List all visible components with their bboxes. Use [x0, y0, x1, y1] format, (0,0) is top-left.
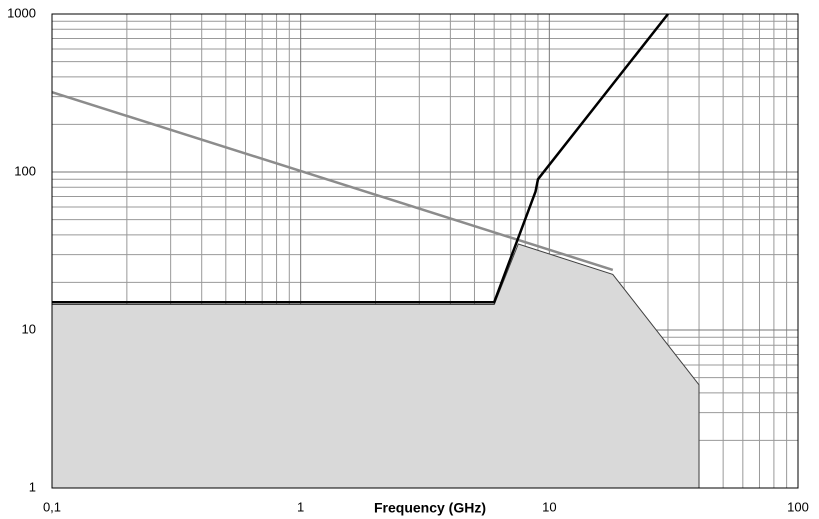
- line: [52, 13, 669, 304]
- y-tick-label: 10: [22, 321, 36, 336]
- x-tick-label: 1: [297, 499, 304, 514]
- x-tick-label: 10: [542, 499, 556, 514]
- y-tick-label: 100: [14, 163, 36, 178]
- x-tick-label: 0,1: [43, 499, 61, 514]
- plot-border: [51, 13, 799, 489]
- x-axis-label: Frequency (GHz): [374, 500, 486, 516]
- area: [51, 243, 700, 489]
- line: [51, 91, 614, 272]
- x-tick-label: 100: [787, 499, 809, 514]
- y-tick-label: 1000: [7, 5, 36, 20]
- y-tick-label: 1: [29, 479, 36, 494]
